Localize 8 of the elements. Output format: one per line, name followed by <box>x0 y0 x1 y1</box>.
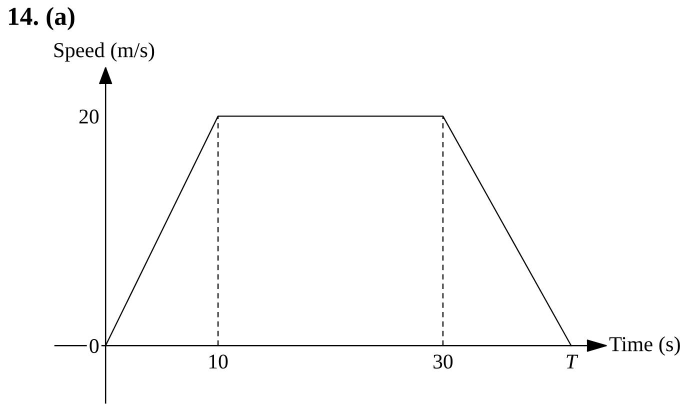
x-tick-label: T <box>566 354 578 368</box>
y-tick-label: 0 <box>90 339 99 354</box>
x-tick-label: 10 <box>209 354 228 369</box>
x-axis-title: Time (s) <box>609 336 680 356</box>
y-tick-label: 20 <box>79 110 99 124</box>
chart-title: 14. (a) <box>9 7 74 30</box>
x-tick-label: 30 <box>434 354 453 369</box>
y-axis-title: Speed (m/s) <box>54 42 154 62</box>
